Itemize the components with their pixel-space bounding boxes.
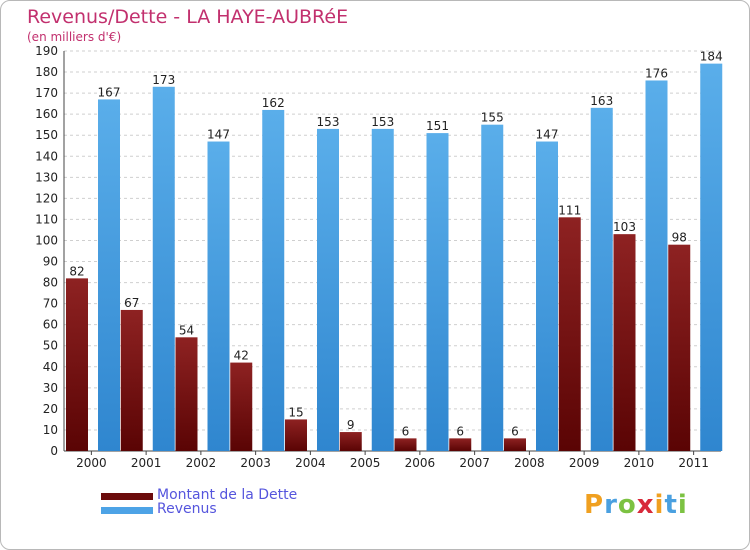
y-tick-label: 190	[35, 44, 58, 58]
data-label-dette: 82	[69, 264, 84, 278]
y-tick-label: 40	[43, 360, 58, 374]
bar-revenus	[700, 63, 723, 451]
data-label-dette: 9	[347, 418, 355, 432]
x-tick-label: 2004	[295, 456, 326, 470]
data-label-dette: 98	[672, 231, 687, 245]
data-label-dette: 54	[179, 323, 194, 337]
y-tick-label: 90	[43, 255, 58, 269]
bar-revenus	[645, 80, 668, 451]
x-tick-label: 2007	[459, 456, 490, 470]
bar-dette	[394, 438, 417, 451]
chart-subtitle: (en milliers d'€)	[27, 30, 122, 44]
data-label-dette: 67	[124, 296, 139, 310]
bar-dette	[285, 419, 307, 451]
y-tick-label: 30	[43, 381, 58, 395]
logo-letter: t	[664, 490, 678, 520]
bar-dette	[339, 432, 362, 451]
legend-label-dette: Montant de la Dette	[157, 487, 298, 503]
bar-dette	[66, 278, 88, 451]
x-tick-label: 2011	[678, 456, 709, 470]
data-label-revenus: 147	[536, 128, 559, 142]
y-tick-label: 160	[35, 107, 58, 121]
y-tick-label: 120	[35, 191, 58, 205]
data-label-dette: 6	[511, 424, 519, 438]
bar-revenus	[481, 124, 504, 452]
bar-dette	[120, 309, 143, 451]
bar-dette	[558, 217, 581, 451]
x-tick-label: 2002	[186, 456, 217, 470]
y-tick-label: 130	[35, 170, 58, 184]
data-label-revenus: 184	[700, 50, 723, 64]
bar-revenus	[317, 128, 339, 451]
data-label-revenus: 163	[590, 94, 613, 108]
data-label-dette: 6	[402, 424, 410, 438]
y-tick-label: 100	[35, 233, 58, 247]
y-tick-label: 10	[43, 423, 58, 437]
y-tick-label: 20	[43, 402, 58, 416]
y-tick-label: 140	[35, 149, 58, 163]
chart-title: Revenus/Dette - LA HAYE-AUBRéE	[27, 6, 349, 28]
x-tick-label: 2005	[350, 456, 381, 470]
logo-letter: i	[677, 490, 688, 520]
bar-revenus	[371, 128, 394, 451]
logo-letter: x	[636, 490, 655, 520]
legend-label-revenus: Revenus	[157, 501, 217, 517]
bar-dette	[504, 438, 526, 451]
bar-revenus	[262, 109, 285, 452]
x-tick-label: 2006	[405, 456, 436, 470]
bar-revenus	[98, 99, 120, 451]
y-tick-label: 180	[35, 65, 58, 79]
data-label-revenus: 153	[317, 115, 340, 129]
y-tick-label: 150	[35, 128, 58, 142]
data-label-revenus: 153	[371, 115, 394, 129]
y-tick-label: 50	[43, 339, 58, 353]
legend-swatch-revenus	[101, 507, 153, 514]
bar-revenus	[426, 133, 449, 451]
bar-dette	[449, 438, 472, 451]
legend-swatch-dette	[101, 493, 153, 500]
x-tick-label: 2008	[514, 456, 545, 470]
bar-revenus	[152, 86, 175, 451]
x-tick-label: 2001	[131, 456, 162, 470]
data-label-revenus: 167	[98, 85, 121, 99]
proxiti-logo: Proxiti	[584, 490, 688, 520]
data-label-revenus: 176	[645, 66, 668, 80]
bar-revenus	[207, 141, 230, 452]
logo-letter: P	[584, 490, 605, 520]
x-tick-label: 2000	[76, 456, 107, 470]
bar-dette	[230, 362, 253, 451]
x-tick-label: 2010	[624, 456, 655, 470]
data-label-revenus: 162	[262, 96, 285, 110]
bar-revenus	[536, 141, 558, 452]
logo-letter: o	[617, 490, 637, 520]
data-label-revenus: 155	[481, 111, 504, 125]
logo-letter: i	[654, 490, 665, 520]
y-tick-label: 70	[43, 297, 58, 311]
y-tick-label: 110	[35, 212, 58, 226]
x-tick-label: 2003	[240, 456, 271, 470]
bar-dette	[613, 234, 636, 451]
y-tick-label: 0	[50, 444, 58, 458]
data-label-revenus: 151	[426, 119, 449, 133]
bar-revenus	[590, 107, 613, 451]
bar-dette	[668, 244, 691, 451]
y-tick-label: 60	[43, 318, 58, 332]
x-tick-label: 2009	[569, 456, 600, 470]
data-label-dette: 42	[234, 349, 249, 363]
data-label-revenus: 173	[152, 73, 175, 87]
data-label-dette: 103	[613, 220, 636, 234]
data-label-dette: 111	[558, 203, 581, 217]
y-tick-label: 170	[35, 86, 58, 100]
data-label-dette: 6	[456, 424, 464, 438]
data-label-dette: 15	[288, 405, 303, 419]
logo-letter: r	[604, 490, 618, 520]
y-tick-label: 80	[43, 276, 58, 290]
bar-dette	[175, 337, 198, 451]
data-label-revenus: 147	[207, 128, 230, 142]
